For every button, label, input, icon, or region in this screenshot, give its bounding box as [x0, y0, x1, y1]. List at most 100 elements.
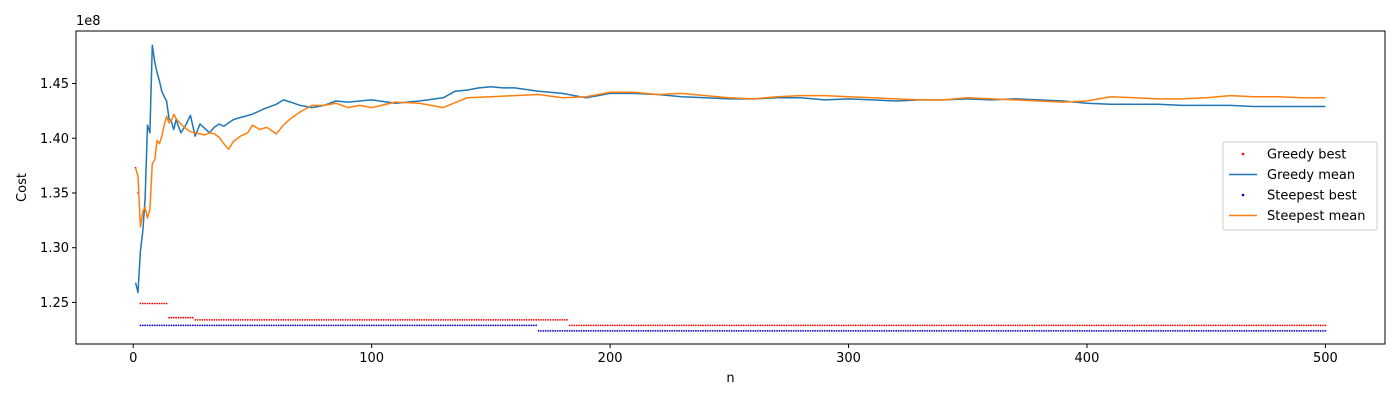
data-point [463, 319, 466, 321]
data-point [244, 319, 247, 321]
data-point [382, 324, 385, 327]
data-point [478, 324, 480, 327]
data-point [764, 330, 766, 332]
data-point [578, 330, 580, 332]
data-point [401, 324, 404, 327]
data-point [761, 324, 764, 327]
data-point [916, 324, 919, 327]
data-point [785, 324, 788, 327]
data-point [1231, 324, 1234, 327]
data-point [792, 330, 795, 332]
data-point [1317, 324, 1320, 327]
data-point [616, 324, 619, 327]
data-point [1078, 330, 1081, 332]
data-point [244, 324, 247, 327]
data-point [614, 324, 616, 327]
data-point [692, 324, 695, 327]
data-point [501, 319, 504, 321]
data-point [1286, 324, 1289, 327]
data-point [573, 330, 576, 332]
data-point [394, 319, 397, 321]
data-point [995, 324, 998, 327]
data-point [830, 330, 833, 332]
data-point [156, 324, 159, 327]
data-point [785, 330, 788, 332]
data-point [1052, 330, 1055, 332]
data-point [361, 319, 363, 321]
data-point [535, 324, 538, 327]
data-point [315, 324, 318, 327]
data-point [1126, 324, 1129, 327]
data-point [1210, 324, 1212, 327]
data-point [1005, 324, 1007, 327]
data-point [957, 330, 960, 332]
data-point [387, 319, 390, 321]
data-point [1305, 330, 1308, 332]
data-point [1279, 330, 1281, 332]
data-point [1262, 324, 1265, 327]
data-point [392, 319, 394, 321]
data-point [616, 330, 619, 332]
data-point [454, 319, 456, 321]
data-point [797, 330, 800, 332]
data-point [389, 319, 392, 321]
data-point [931, 330, 933, 332]
data-point [1222, 324, 1224, 327]
data-point [1238, 330, 1241, 332]
data-point [552, 330, 554, 332]
data-point [1052, 324, 1055, 327]
data-point [1322, 324, 1324, 327]
data-point [993, 324, 995, 327]
data-point [814, 324, 816, 327]
data-point [194, 319, 197, 321]
data-point [683, 330, 685, 332]
data-point [659, 324, 662, 327]
data-point [900, 324, 902, 327]
data-point [1262, 330, 1265, 332]
data-point [1191, 324, 1193, 327]
data-point [1033, 330, 1036, 332]
data-point [1181, 330, 1184, 332]
data-point [1019, 330, 1022, 332]
data-point [912, 324, 914, 327]
data-point [885, 324, 888, 327]
data-point [1257, 324, 1260, 327]
data-point [676, 324, 678, 327]
data-point [499, 319, 502, 321]
data-point [850, 324, 852, 327]
data-point [900, 330, 902, 332]
data-point [444, 324, 447, 327]
data-point [1138, 324, 1141, 327]
data-point [995, 330, 998, 332]
data-point [728, 324, 731, 327]
data-point [1243, 324, 1246, 327]
data-point [184, 324, 187, 327]
data-point [170, 316, 173, 319]
data-point [530, 319, 533, 321]
data-point [234, 319, 237, 321]
data-point [1117, 324, 1119, 327]
data-point [437, 319, 440, 321]
data-point [935, 330, 938, 332]
data-point [1019, 324, 1022, 327]
data-point [284, 324, 287, 327]
data-point [1226, 330, 1229, 332]
data-point [1002, 330, 1005, 332]
data-point [351, 324, 354, 327]
data-point [892, 324, 895, 327]
data-point [180, 316, 182, 319]
data-point [623, 324, 626, 327]
data-point [1036, 330, 1038, 332]
data-point [1267, 330, 1270, 332]
data-point [406, 324, 409, 327]
data-point [482, 324, 485, 327]
data-point [358, 324, 361, 327]
data-point [449, 319, 452, 321]
data-point [730, 330, 733, 332]
data-point [568, 330, 571, 332]
data-point [816, 324, 819, 327]
data-point [249, 324, 252, 327]
data-point [642, 324, 645, 327]
data-point [811, 324, 814, 327]
data-point [304, 319, 306, 321]
